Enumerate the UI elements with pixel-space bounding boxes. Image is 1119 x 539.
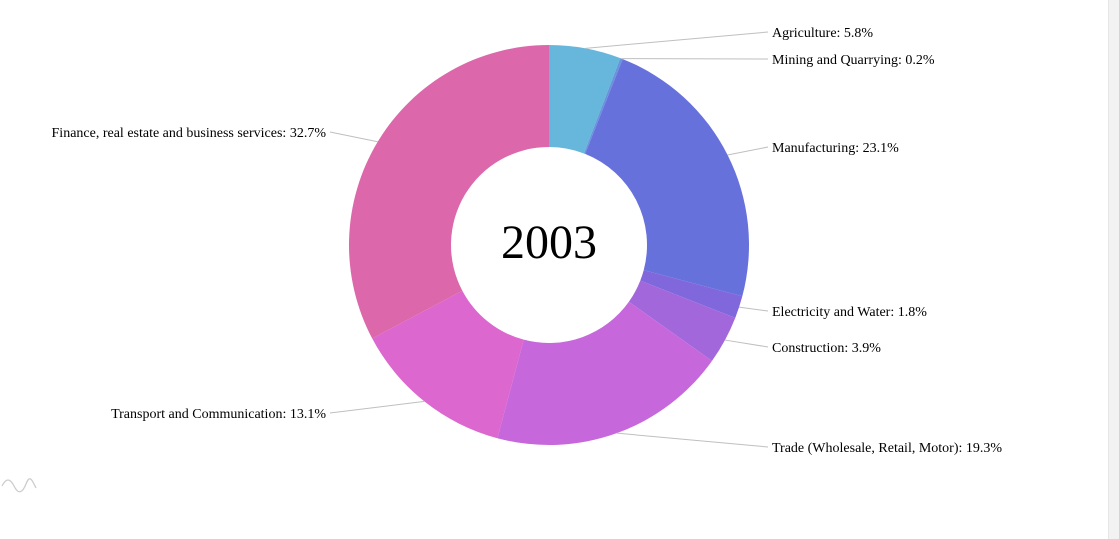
- leader-line-manufacturing: [727, 146, 769, 156]
- slice-construction[interactable]: [628, 280, 736, 361]
- label-manufacturing: Manufacturing: 23.1%: [772, 141, 899, 156]
- label-transport-and-communication: Transport and Communication: 13.1%: [111, 407, 326, 422]
- label-construction: Construction: 3.9%: [772, 341, 881, 356]
- slice-electricity-and-water[interactable]: [640, 270, 743, 318]
- window-edge: [1108, 0, 1119, 539]
- slice-transport-and-communication[interactable]: [372, 290, 524, 439]
- center-year-label: 2003: [501, 216, 597, 269]
- donut-slices: [349, 45, 749, 445]
- chart-logo-icon: [1, 478, 37, 493]
- leader-line-finance-real-estate-and-business-services: [329, 131, 378, 143]
- slice-agriculture[interactable]: [549, 45, 621, 154]
- slice-trade-wholesale-retail-motor[interactable]: [497, 301, 713, 445]
- leader-line-trade-wholesale-retail-motor: [616, 432, 769, 448]
- leader-line-construction: [724, 339, 769, 348]
- label-agriculture: Agriculture: 5.8%: [772, 26, 873, 41]
- slice-manufacturing[interactable]: [585, 59, 749, 297]
- slice-mining-and-quarrying[interactable]: [583, 58, 623, 154]
- label-leader-lines: [329, 31, 769, 448]
- leader-line-electricity-and-water: [739, 306, 769, 312]
- label-mining-and-quarrying: Mining and Quarrying: 0.2%: [772, 53, 935, 68]
- label-trade-wholesale-retail-motor: Trade (Wholesale, Retail, Motor): 19.3%: [772, 441, 1002, 456]
- label-finance-real-estate-and-business-services: Finance, real estate and business servic…: [52, 126, 327, 141]
- label-electricity-and-water: Electricity and Water: 1.8%: [772, 305, 927, 320]
- slice-labels: Agriculture: 5.8% Mining and Quarrying: 0…: [52, 26, 1003, 456]
- slice-finance-real-estate-and-business-services[interactable]: [349, 45, 549, 339]
- leader-line-transport-and-communication: [329, 400, 425, 414]
- leader-line-agriculture: [585, 31, 769, 49]
